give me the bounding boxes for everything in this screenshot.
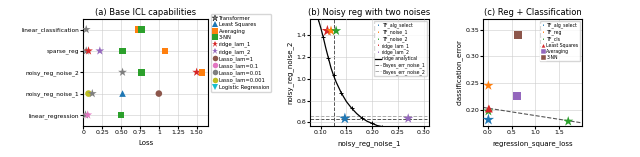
Point xyxy=(512,95,522,97)
X-axis label: regression_square_loss: regression_square_loss xyxy=(493,140,573,147)
Point xyxy=(117,71,127,73)
Point xyxy=(326,30,336,32)
Point xyxy=(403,117,413,120)
Legend: Transformer, Least Squares, Averaging, 3-NN, ridge_lam_1, ridge_lam_2, Lasso_lam: Transformer, Least Squares, Averaging, 3… xyxy=(211,14,271,92)
Point xyxy=(136,71,147,73)
Point xyxy=(136,28,147,31)
Point xyxy=(154,92,164,95)
X-axis label: noisy_reg_noise_1: noisy_reg_noise_1 xyxy=(338,140,401,147)
Title: (a) Base ICL capabilities: (a) Base ICL capabilities xyxy=(95,8,196,17)
Point xyxy=(563,120,573,123)
Point xyxy=(95,50,105,52)
Point xyxy=(483,119,493,121)
Point xyxy=(197,71,207,73)
Legend: TF_alg_select, TF_noise_1, TF_noise_2, ridge_lam_1, ridge_lam_2, ridge analytica: TF_alg_select, TF_noise_1, TF_noise_2, r… xyxy=(374,21,426,76)
Point xyxy=(191,71,202,73)
Point xyxy=(83,50,93,52)
Title: (b) Noisy reg with two noises: (b) Noisy reg with two noises xyxy=(308,8,431,17)
X-axis label: Loss: Loss xyxy=(138,140,153,146)
Point xyxy=(483,84,493,87)
Point xyxy=(340,117,350,120)
Point xyxy=(323,30,333,32)
Point xyxy=(484,107,494,110)
Point xyxy=(81,114,91,116)
Point xyxy=(331,30,341,32)
Point xyxy=(117,50,127,52)
Point xyxy=(81,50,92,52)
Title: (c) Reg + Classification: (c) Reg + Classification xyxy=(484,8,582,17)
Point xyxy=(83,114,93,116)
Point xyxy=(83,92,93,95)
Point xyxy=(117,92,127,95)
Y-axis label: classification_error: classification_error xyxy=(456,39,463,105)
Point xyxy=(81,28,92,31)
Point xyxy=(513,34,523,36)
Point xyxy=(160,50,170,52)
Point xyxy=(133,28,143,31)
Point xyxy=(116,114,126,116)
Y-axis label: noisy_reg_noise_2: noisy_reg_noise_2 xyxy=(287,41,294,104)
Point xyxy=(87,92,97,95)
Point xyxy=(483,110,493,112)
Legend: TF_alg_select, TF_reg, TF_cls, Least Squares, Averaging, 3-NN: TF_alg_select, TF_reg, TF_cls, Least Squ… xyxy=(540,21,580,61)
